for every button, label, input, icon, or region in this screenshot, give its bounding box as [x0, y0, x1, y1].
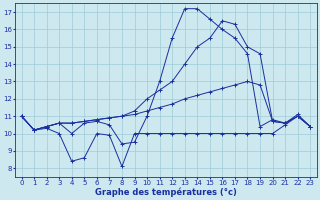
X-axis label: Graphe des températures (°c): Graphe des températures (°c): [95, 187, 237, 197]
